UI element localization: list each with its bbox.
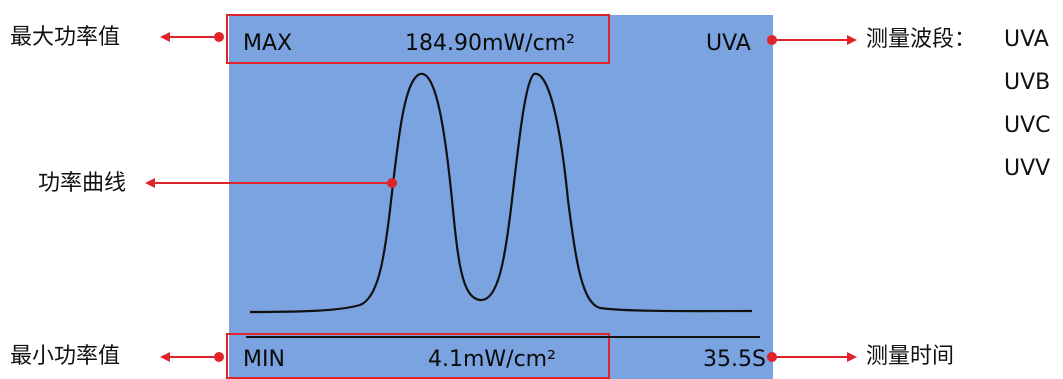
max-power-dot <box>214 32 224 42</box>
band-dot <box>767 35 777 45</box>
band-option-uvv: UVV <box>1004 156 1051 181</box>
device-screen: MAX 184.90mW/cm² UVA MIN 4.1mW/cm² 35.5S <box>229 15 773 379</box>
measure-time-dot <box>767 352 777 362</box>
band-option-uvb: UVB <box>1004 70 1051 95</box>
power-curve <box>249 72 753 314</box>
measure-time-label: 测量时间 <box>866 344 955 369</box>
max-value: 184.90mW/cm² <box>405 31 575 56</box>
power-curve-label: 功率曲线 <box>38 171 127 196</box>
min-power-dot <box>214 352 224 362</box>
band-value: UVA <box>706 31 751 56</box>
min-highlight-box <box>226 333 610 379</box>
time-value: 35.5S <box>703 347 766 372</box>
max-highlight-box <box>226 14 610 64</box>
power-curve-dot <box>387 178 397 188</box>
min-label: MIN <box>243 347 285 372</box>
min-value: 4.1mW/cm² <box>428 347 556 372</box>
band-prefix-label: 测量波段： <box>866 27 977 52</box>
min-power-label: 最小功率值 <box>10 344 121 369</box>
band-option-uva: UVA <box>1004 27 1049 52</box>
band-option-uvc: UVC <box>1004 113 1051 138</box>
max-label: MAX <box>243 31 293 56</box>
max-power-label: 最大功率值 <box>10 25 121 50</box>
